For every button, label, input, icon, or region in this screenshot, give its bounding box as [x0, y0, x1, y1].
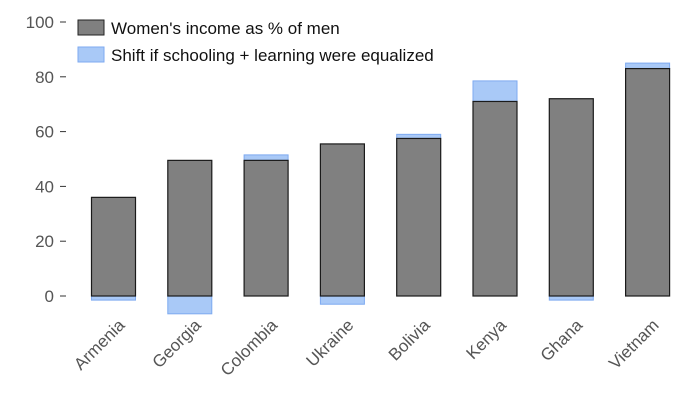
legend-swatch-shift [77, 46, 105, 63]
income-bar-kenya [472, 100, 518, 297]
shift-bar-vietnam [625, 62, 671, 70]
income-bar-colombia [243, 159, 289, 297]
x-category-label: Bolivia [385, 315, 434, 364]
shift-bar-georgia [167, 295, 213, 315]
income-bar-georgia [167, 159, 213, 297]
y-tick-label: 20 [35, 232, 54, 251]
x-category-label: Vietnam [605, 316, 662, 373]
y-tick-label: 60 [35, 123, 54, 142]
shift-bar-bolivia [396, 133, 442, 139]
x-category-label: Colombia [217, 315, 282, 380]
y-tick-label: 40 [35, 177, 54, 196]
x-category-label: Georgia [149, 315, 206, 372]
x-category-label: Armenia [70, 315, 129, 374]
income-bar-ukraine [319, 143, 365, 297]
legend: Women's income as % of men Shift if scho… [77, 19, 434, 65]
y-tick-label: 100 [26, 13, 54, 32]
shift-bar-kenya [472, 80, 518, 102]
y-axis: 0 20 40 60 80 100 [26, 13, 66, 306]
legend-label-shift: Shift if schooling + learning were equal… [111, 46, 434, 65]
income-bar-ghana [548, 98, 594, 297]
shift-bar-armenia [91, 295, 136, 301]
x-axis-labels: Armenia Georgia Colombia Ukraine Bolivia Keny… [70, 315, 662, 380]
income-bar-bolivia [396, 137, 442, 297]
legend-label-income: Women's income as % of men [111, 19, 340, 38]
income-bar-vietnam [624, 67, 671, 297]
y-tick-label: 0 [45, 287, 54, 306]
income-bar-armenia [90, 196, 137, 297]
shift-bar-ghana [548, 295, 594, 301]
x-category-label: Ukraine [303, 316, 358, 371]
legend-swatch-income [77, 19, 105, 36]
income-bars [90, 67, 671, 297]
shift-bar-ukraine [319, 295, 365, 305]
shift-bar-colombia [243, 154, 289, 161]
y-tick-label: 80 [35, 68, 54, 87]
x-category-label: Ghana [537, 315, 587, 365]
x-category-label: Kenya [463, 315, 511, 363]
